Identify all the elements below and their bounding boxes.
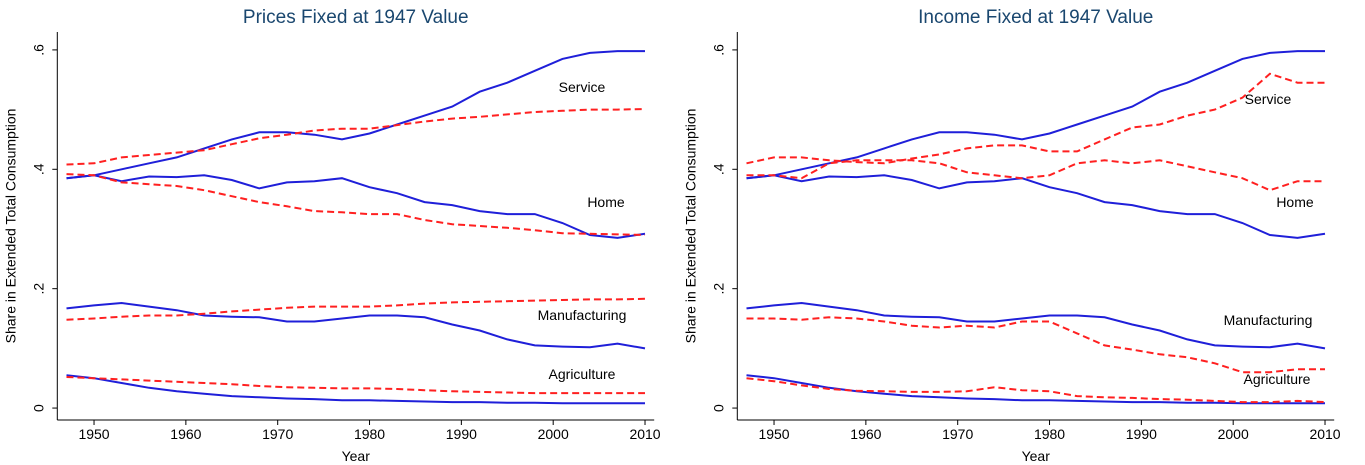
x-tick-label: 1970 — [942, 426, 973, 442]
x-tick-label: 2000 — [1218, 426, 1249, 442]
annotation: Agriculture — [1244, 371, 1311, 387]
x-tick-label: 1960 — [170, 426, 201, 442]
x-tick-label: 2010 — [1309, 426, 1340, 442]
annotation: Agriculture — [549, 366, 616, 382]
series-line — [746, 72, 1325, 165]
series-line — [66, 173, 646, 236]
series-line — [746, 377, 1326, 404]
y-axis-label: Share in Extended Total Consumption — [2, 109, 18, 344]
x-axis-label: Year — [1022, 448, 1051, 464]
x-tick-label: 1970 — [262, 426, 293, 442]
series-line — [66, 108, 646, 166]
x-tick-label: 1950 — [78, 426, 109, 442]
y-tick-label: .6 — [710, 44, 726, 56]
chart-title: Prices Fixed at 1947 Value — [243, 7, 469, 28]
series-line — [746, 316, 1325, 374]
annotation: Manufacturing — [538, 307, 627, 323]
series-line — [746, 159, 1325, 192]
x-tick-label: 1990 — [1126, 426, 1157, 442]
y-tick-label: .4 — [710, 163, 726, 175]
x-tick-label: 1980 — [1034, 426, 1065, 442]
series-line — [66, 50, 645, 180]
series-line — [66, 374, 645, 405]
series-line — [66, 376, 645, 395]
y-tick-label: .2 — [710, 283, 726, 295]
annotation: Home — [1276, 194, 1314, 210]
annotation: Service — [1245, 91, 1292, 107]
series-line — [746, 174, 1326, 239]
x-tick-label: 1950 — [758, 426, 789, 442]
x-tick-label: 1990 — [446, 426, 477, 442]
series-line — [746, 50, 1325, 180]
annotation: Manufacturing — [1224, 312, 1313, 328]
x-tick-label: 2010 — [629, 426, 660, 442]
y-tick-label: 0 — [710, 404, 726, 412]
x-axis-label: Year — [342, 448, 371, 464]
x-tick-label: 1960 — [850, 426, 881, 442]
y-tick-label: .4 — [30, 163, 46, 175]
x-tick-label: 2000 — [538, 426, 569, 442]
y-tick-label: .6 — [30, 44, 46, 56]
chart-title: Income Fixed at 1947 Value — [918, 7, 1153, 28]
annotation: Service — [559, 79, 606, 95]
series-line — [66, 297, 646, 321]
annotation: Home — [587, 194, 625, 210]
series-line — [66, 174, 646, 239]
y-tick-label: .2 — [30, 283, 46, 295]
y-axis-label: Share in Extended Total Consumption — [682, 109, 698, 344]
x-tick-label: 1980 — [354, 426, 385, 442]
series-line — [66, 301, 646, 350]
y-tick-label: 0 — [30, 404, 46, 412]
series-line — [746, 301, 1326, 350]
series-line — [746, 374, 1325, 405]
